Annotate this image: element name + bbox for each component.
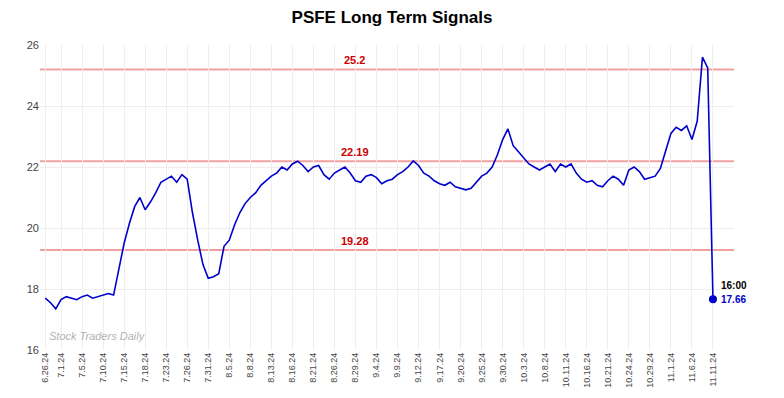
svg-text:18: 18 bbox=[27, 283, 39, 295]
svg-text:7.18.24: 7.18.24 bbox=[140, 353, 150, 383]
svg-text:7.23.24: 7.23.24 bbox=[161, 353, 171, 383]
svg-text:7.5.24: 7.5.24 bbox=[77, 353, 87, 378]
svg-text:9.25.24: 9.25.24 bbox=[477, 353, 487, 383]
svg-text:10.8.24: 10.8.24 bbox=[540, 353, 550, 383]
svg-text:9.17.24: 9.17.24 bbox=[435, 353, 445, 383]
svg-text:10.24.24: 10.24.24 bbox=[624, 353, 634, 388]
svg-text:8.29.24: 8.29.24 bbox=[350, 353, 360, 383]
svg-text:PSFE Long Term Signals: PSFE Long Term Signals bbox=[292, 8, 493, 27]
svg-text:8.16.24: 8.16.24 bbox=[287, 353, 297, 383]
svg-text:8.26.24: 8.26.24 bbox=[329, 353, 339, 383]
svg-text:26: 26 bbox=[27, 39, 39, 51]
svg-text:7.10.24: 7.10.24 bbox=[98, 353, 108, 383]
svg-text:8.5.24: 8.5.24 bbox=[224, 353, 234, 378]
svg-text:22.19: 22.19 bbox=[341, 146, 369, 158]
svg-text:24: 24 bbox=[27, 100, 39, 112]
svg-text:10.21.24: 10.21.24 bbox=[603, 353, 613, 388]
svg-text:7.31.24: 7.31.24 bbox=[203, 353, 213, 383]
svg-text:11.1.24: 11.1.24 bbox=[666, 353, 676, 382]
svg-text:7.26.24: 7.26.24 bbox=[182, 353, 192, 383]
svg-text:10.16.24: 10.16.24 bbox=[582, 353, 592, 388]
svg-text:8.13.24: 8.13.24 bbox=[266, 353, 276, 383]
svg-text:16: 16 bbox=[27, 344, 39, 356]
svg-text:Stock Traders Daily: Stock Traders Daily bbox=[49, 330, 146, 342]
svg-text:17.66: 17.66 bbox=[721, 294, 746, 305]
svg-text:8.8.24: 8.8.24 bbox=[245, 353, 255, 378]
svg-text:7.15.24: 7.15.24 bbox=[119, 353, 129, 383]
svg-text:9.20.24: 9.20.24 bbox=[456, 353, 466, 383]
svg-text:19.28: 19.28 bbox=[341, 235, 369, 247]
svg-text:10.29.24: 10.29.24 bbox=[645, 353, 655, 388]
svg-text:10.11.24: 10.11.24 bbox=[561, 353, 571, 387]
svg-text:9.30.24: 9.30.24 bbox=[498, 353, 508, 383]
svg-text:6.26.24: 6.26.24 bbox=[40, 353, 50, 383]
svg-text:16:00: 16:00 bbox=[721, 280, 747, 291]
svg-text:11.11.24: 11.11.24 bbox=[708, 353, 718, 387]
svg-text:10.3.24: 10.3.24 bbox=[519, 353, 529, 383]
svg-text:22: 22 bbox=[27, 161, 39, 173]
svg-text:11.6.24: 11.6.24 bbox=[687, 353, 697, 382]
svg-text:20: 20 bbox=[27, 222, 39, 234]
svg-text:25.2: 25.2 bbox=[344, 54, 365, 66]
svg-text:9.9.24: 9.9.24 bbox=[392, 353, 402, 378]
svg-text:9.12.24: 9.12.24 bbox=[413, 353, 423, 383]
svg-text:8.21.24: 8.21.24 bbox=[308, 353, 318, 383]
svg-text:7.1.24: 7.1.24 bbox=[56, 353, 66, 378]
svg-text:9.4.24: 9.4.24 bbox=[371, 353, 381, 378]
